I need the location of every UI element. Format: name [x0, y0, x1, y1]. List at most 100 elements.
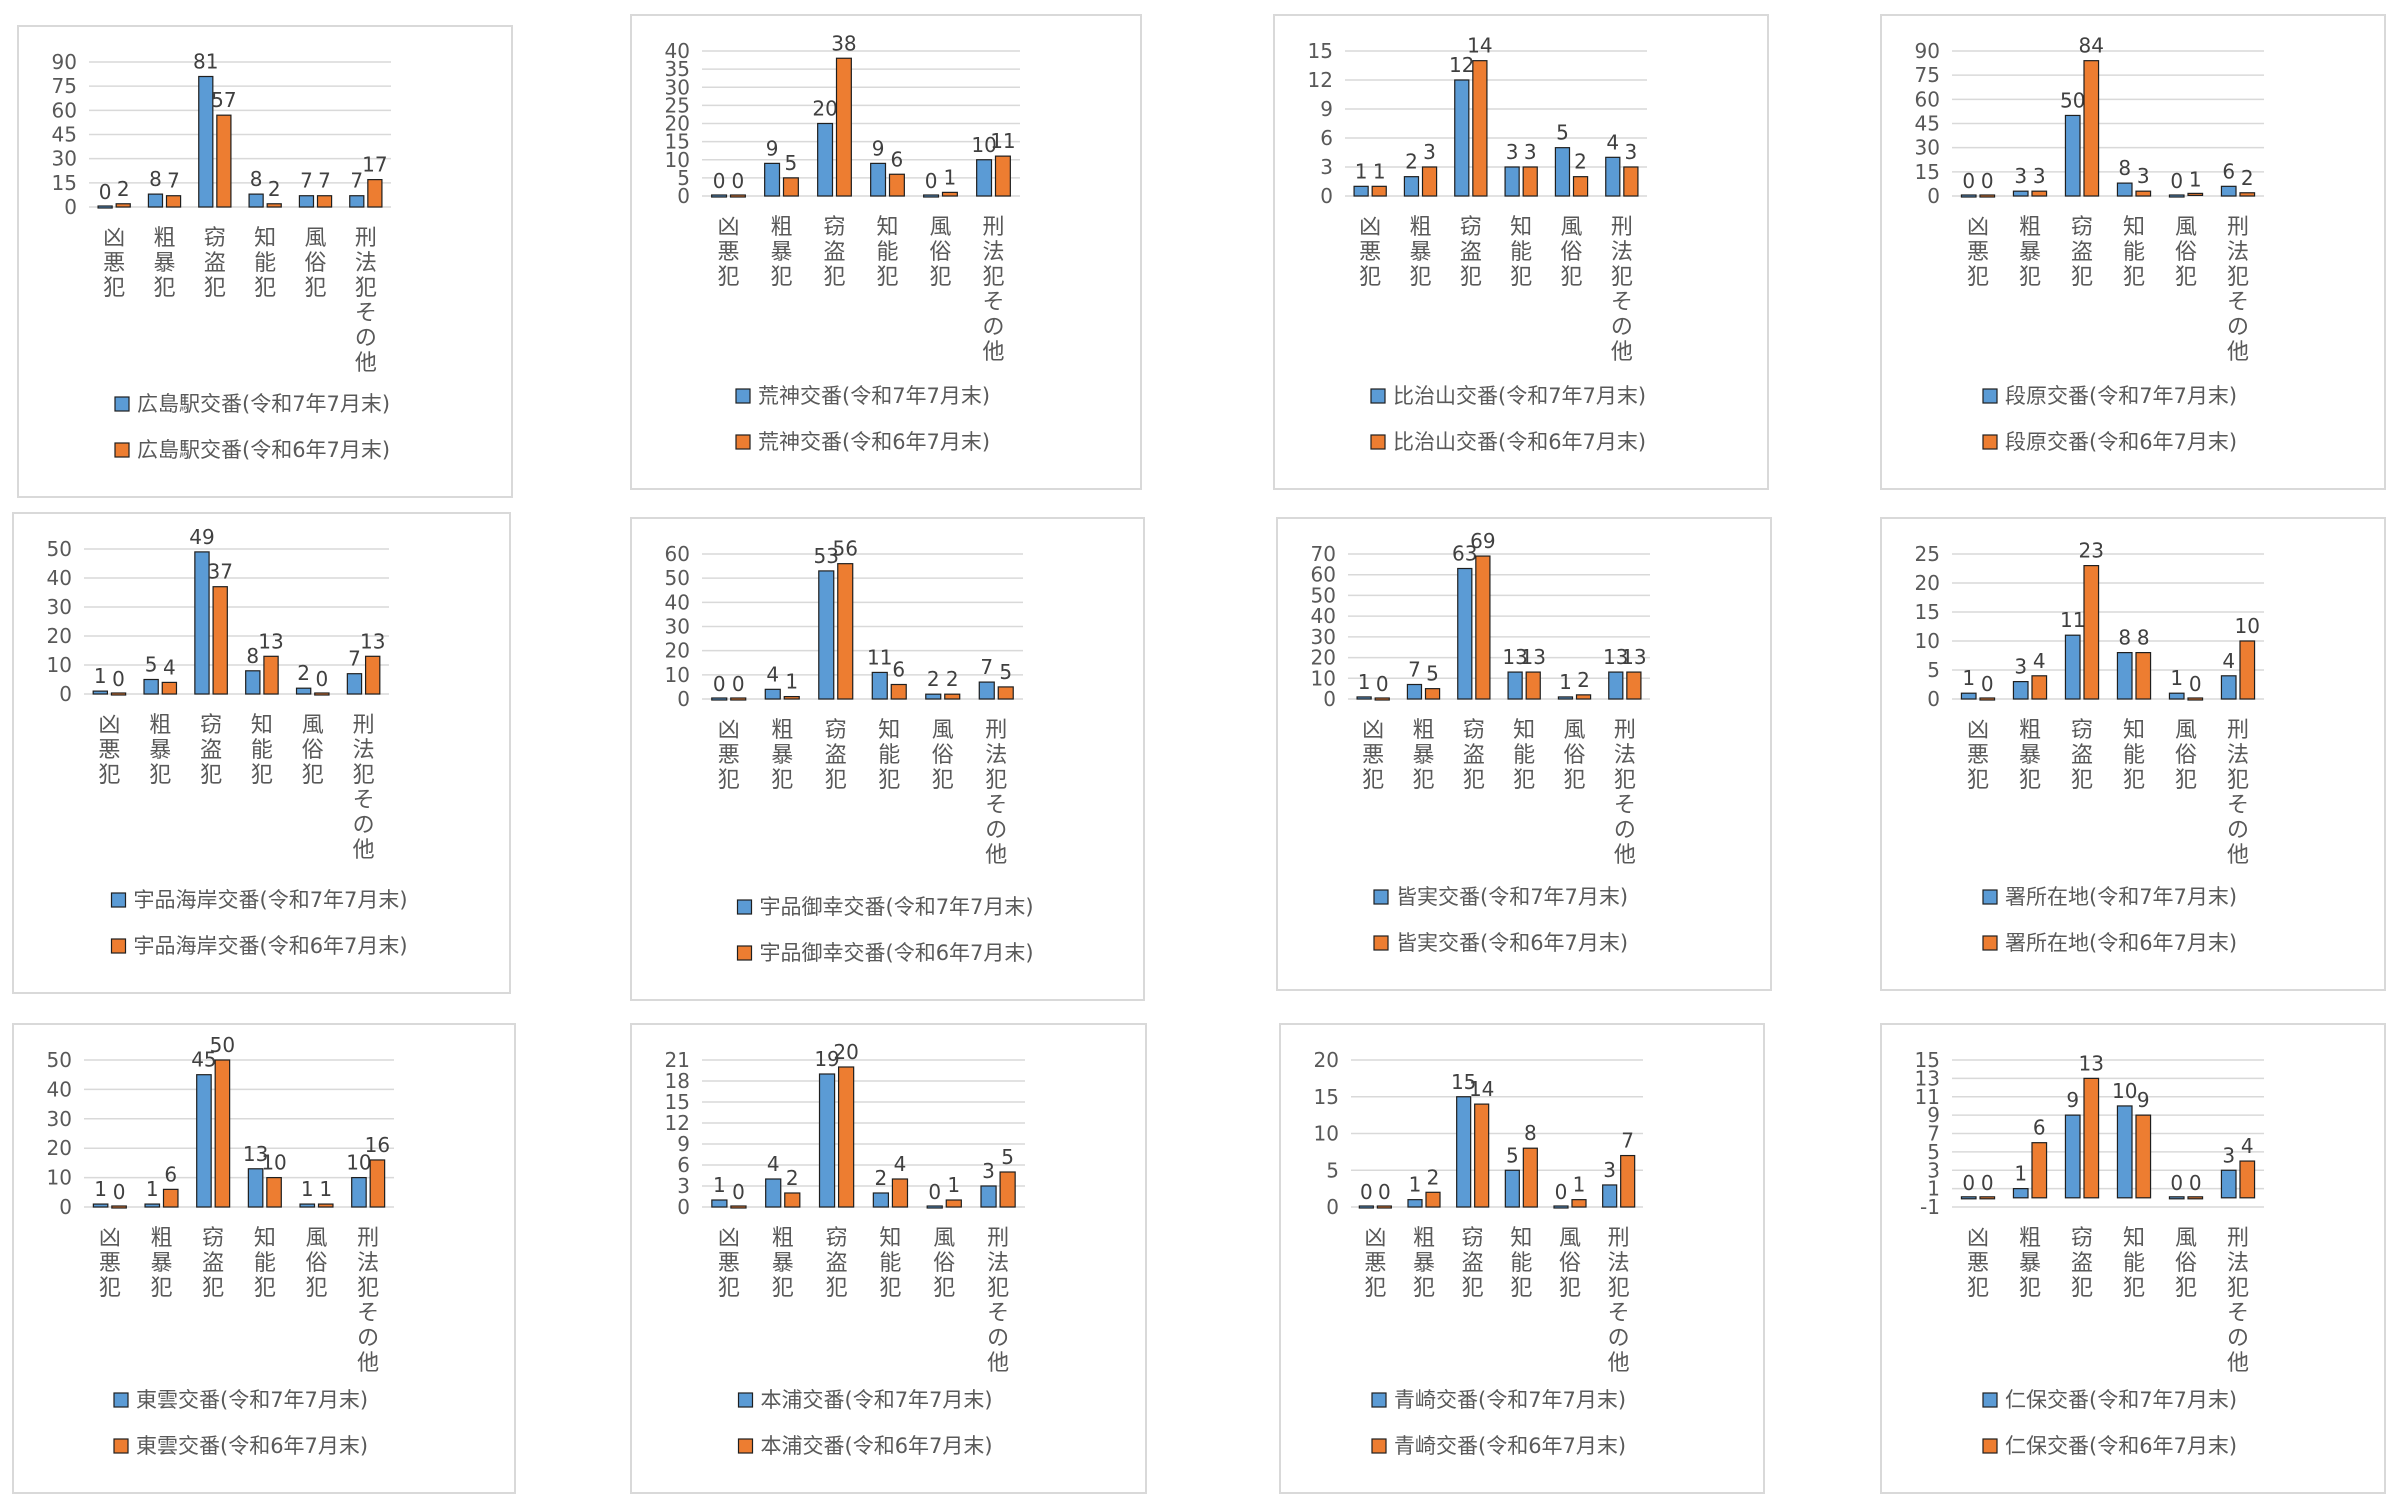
legend-entry: 本浦交番(令和6年7月末) [761, 1434, 993, 1458]
legend: 署所在地(令和7年7月末) 署所在地(令和6年7月末) [1982, 885, 2237, 955]
bar [1571, 1199, 1587, 1208]
data-label: 12 [1449, 53, 1474, 77]
y-tick-label: 0 [1927, 687, 1940, 711]
bar [247, 1168, 264, 1208]
legend-swatch [110, 892, 127, 908]
data-label: 1 [2170, 666, 2183, 690]
x-tick-label: 窃盗犯 [200, 713, 222, 788]
bar [1472, 60, 1488, 197]
legend: 宇品海岸交番(令和7年7月末) 宇品海岸交番(令和6年7月末) [110, 888, 408, 958]
data-label: 0 [732, 672, 745, 696]
bar [2239, 1160, 2256, 1199]
data-label: 8 [2137, 626, 2150, 650]
bar [870, 162, 887, 197]
bar [2083, 60, 2100, 197]
bar [730, 1205, 747, 1209]
bar [888, 173, 905, 197]
y-tick-label: 15 [1915, 600, 1940, 624]
bar [782, 177, 799, 197]
x-tick-label: 凶悪犯 [718, 1226, 740, 1301]
x-tick-label: 粗暴犯 [2019, 215, 2041, 290]
bar [1424, 688, 1441, 700]
y-tick-label: 40 [665, 590, 690, 614]
bar [314, 692, 330, 696]
legend-swatch [1370, 434, 1386, 450]
x-tick-label: 凶悪犯 [99, 1226, 121, 1301]
bar [111, 1205, 127, 1209]
y-tick-label: 0 [677, 1195, 690, 1219]
y-tick-label: 20 [1915, 571, 1940, 595]
data-label: 7 [1621, 1129, 1634, 1153]
legend-entry: 青崎交番(令和6年7月末) [1394, 1434, 1626, 1458]
bar [92, 690, 109, 695]
bar [266, 1177, 282, 1208]
bar [1620, 1154, 1636, 1208]
bar [871, 671, 888, 700]
x-tick-label: 粗暴犯 [771, 718, 793, 793]
bar [1425, 1191, 1441, 1208]
x-tick-label: 粗暴犯 [1413, 1226, 1435, 1301]
x-tick-label: 凶悪犯 [1364, 1226, 1386, 1301]
y-tick-label: 15 [665, 1090, 690, 1114]
bar [1522, 1147, 1538, 1208]
bar [976, 159, 993, 197]
y-tick-label: 60 [52, 98, 77, 122]
bar [2031, 675, 2048, 700]
bar [872, 1192, 890, 1208]
data-label: 0 [1360, 1180, 1373, 1204]
bar [2220, 1169, 2237, 1199]
data-label: 19 [814, 1047, 839, 1071]
chart-panel-11: 0 5 10 15 20 0 1 15 5 0 3 0 2 14 8 1 7 凶悪犯 粗暴犯 窃盗犯 知能犯 風俗犯 刑法犯… [1279, 1023, 1765, 1494]
bar [2135, 190, 2152, 197]
bar [994, 155, 1011, 197]
y-tick-label: 11 [1915, 1085, 1940, 1109]
data-label: 81 [193, 50, 218, 74]
data-label: 69 [1470, 529, 1495, 553]
y-tick-label: 20 [47, 624, 72, 648]
x-tick-label: 凶悪犯 [98, 713, 120, 788]
legend-entry: 東雲交番(令和6年7月末) [136, 1434, 368, 1458]
y-tick-label: 10 [665, 663, 690, 687]
data-label: 10 [971, 133, 996, 157]
bar [2012, 190, 2029, 197]
x-axis-labels: 凶悪犯 粗暴犯 窃盗犯 知能犯 風俗犯 刑法犯その他 [1967, 718, 2249, 868]
x-tick-label: 刑法犯その他 [987, 1226, 1009, 1376]
bar [2116, 652, 2133, 700]
bar [1608, 671, 1624, 700]
legend-swatch [737, 1438, 754, 1454]
data-label: 10 [2235, 614, 2260, 638]
data-label: 4 [767, 1152, 780, 1176]
bar [1602, 1184, 1618, 1208]
data-label: 2 [117, 177, 130, 201]
data-label: 50 [210, 1033, 235, 1057]
legend-entry: 本浦交番(令和7年7月末) [761, 1388, 993, 1412]
y-tick-label: 3 [1320, 155, 1333, 179]
y-tick-label: 15 [1314, 1085, 1339, 1109]
x-tick-label: 刑法犯その他 [2227, 215, 2249, 365]
bar [764, 162, 781, 197]
bar [1353, 185, 1369, 197]
y-tick-label: 60 [1311, 563, 1336, 587]
y-tick-label: 6 [1320, 126, 1333, 150]
bar [1407, 1199, 1423, 1208]
y-tick-label: 50 [47, 537, 72, 561]
legend-entry: 宇品海岸交番(令和6年7月末) [134, 934, 408, 958]
data-label: 1 [785, 670, 798, 694]
data-label: 5 [1556, 121, 1569, 145]
x-tick-label: 粗暴犯 [772, 1226, 794, 1301]
y-tick-label: 20 [665, 112, 690, 136]
y-tick-label: 9 [1927, 1103, 1940, 1127]
data-label: 13 [1621, 645, 1646, 669]
x-tick-label: 知能犯 [2123, 1226, 2145, 1301]
y-tick-label: 30 [665, 75, 690, 99]
data-label: 2 [927, 667, 940, 691]
bar [711, 697, 728, 701]
x-axis-labels: 凶悪犯 粗暴犯 窃盗犯 知能犯 風俗犯 刑法犯その他 [99, 1226, 379, 1376]
x-tick-label: 粗暴犯 [1412, 718, 1434, 793]
data-label: 6 [2033, 1116, 2046, 1140]
